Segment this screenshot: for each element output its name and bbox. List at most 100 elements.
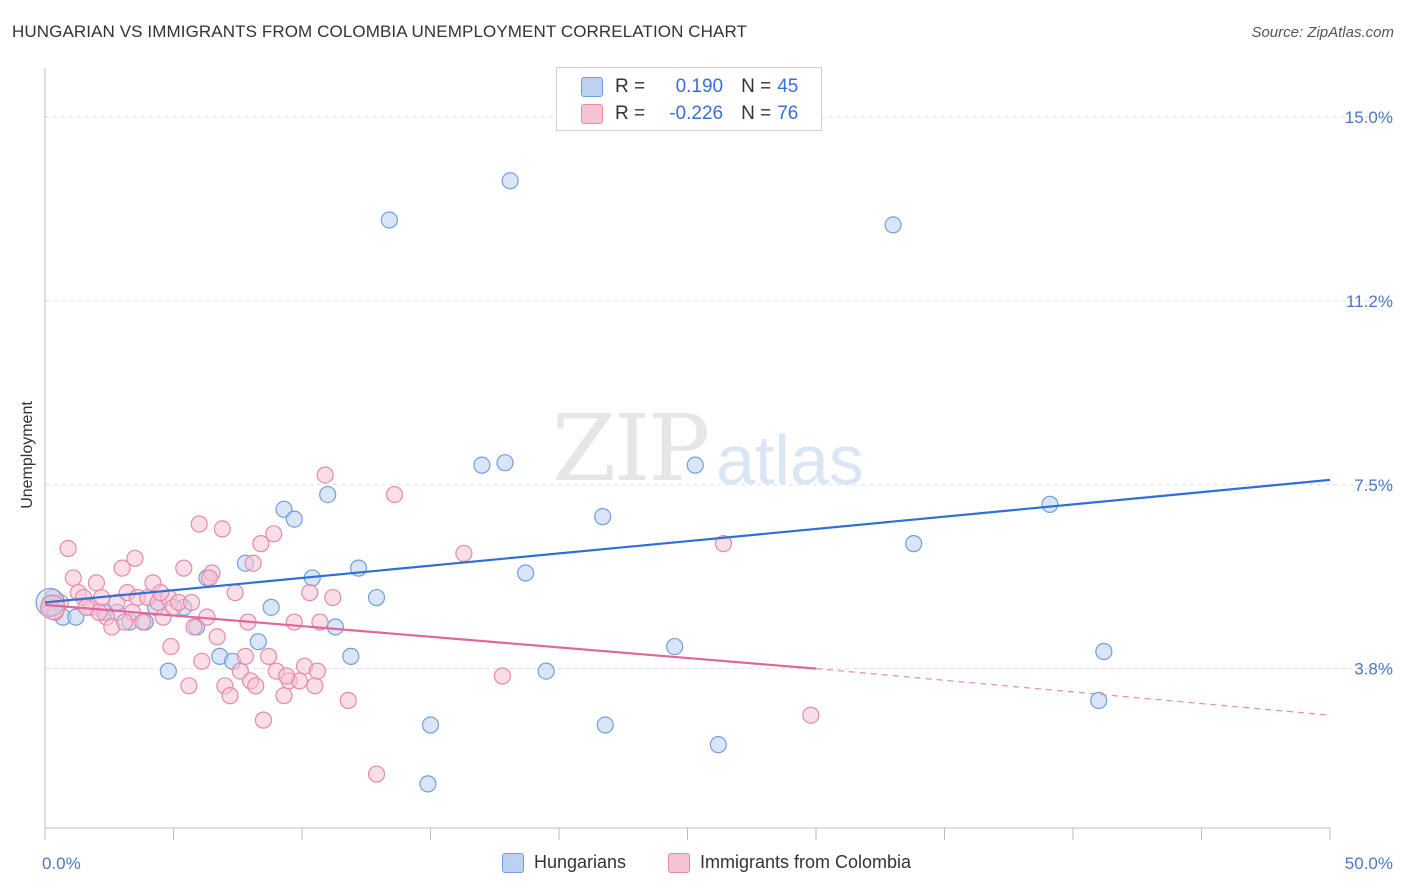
y-tick-label: 15.0% <box>1345 108 1393 127</box>
colombia-point <box>208 628 226 646</box>
colombia-point <box>221 687 239 705</box>
r-value: -0.226 <box>669 103 724 124</box>
colombia-point <box>493 667 512 685</box>
colombia-point <box>87 574 106 592</box>
colombia-point <box>324 588 342 607</box>
stats-legend: R = 0.190 N = 45 R = -0.226 N = 76 <box>556 67 822 131</box>
n-label: N = <box>741 76 772 97</box>
colombia-point <box>59 539 77 558</box>
y-tick-label: 7.5% <box>1354 476 1393 495</box>
legend-label-colombia: Immigrants from Colombia <box>700 852 912 872</box>
colombia-point <box>185 618 203 636</box>
colombia-point <box>126 549 144 567</box>
hungarians-point <box>319 485 337 504</box>
colombia-point <box>226 584 244 602</box>
colombia-point <box>306 677 324 695</box>
hungarians-point <box>686 456 704 474</box>
chart-source: Source: ZipAtlas.com <box>1251 24 1394 41</box>
hungarians-point <box>1090 691 1108 710</box>
hungarians-point <box>159 662 177 680</box>
hungarians-point <box>496 454 514 472</box>
colombia-point <box>277 667 296 685</box>
colombia-point <box>339 691 357 710</box>
hungarians-point <box>596 716 614 734</box>
hungarians-point <box>421 716 440 734</box>
hungarians-point <box>367 588 386 607</box>
hungarians-point <box>709 736 727 754</box>
hungarians-point <box>326 618 345 636</box>
colombia-point <box>213 520 231 538</box>
colombia-point <box>301 584 319 602</box>
colombia-trend-line <box>44 603 817 670</box>
legend-item-colombia: Immigrants from Colombia <box>668 852 911 873</box>
colombia-swatch-icon <box>581 104 603 124</box>
hungarians-point <box>666 637 684 656</box>
n-label: N = <box>741 103 772 124</box>
colombia-point <box>802 706 820 724</box>
n-value: 45 <box>777 76 799 97</box>
hungarians-point <box>419 775 437 793</box>
hungarians-point <box>884 216 902 234</box>
hungarians-legend-icon <box>502 852 524 873</box>
hungarians-point <box>905 535 923 553</box>
x-tick-label: 0.0% <box>42 854 81 873</box>
hungarians-point <box>594 508 612 526</box>
y-tick-label: 3.8% <box>1354 660 1393 679</box>
colombia-point <box>134 613 152 631</box>
colombia-point <box>455 544 473 563</box>
colombia-point <box>265 525 283 543</box>
colombia-point <box>254 711 273 729</box>
hungarians-point <box>380 211 398 229</box>
hungarians-point <box>249 633 267 651</box>
colombia-point <box>236 647 255 665</box>
colombia-point <box>385 485 404 504</box>
hungarians-point <box>262 598 280 616</box>
colombia-point <box>285 613 303 631</box>
colombia-point <box>190 515 208 533</box>
colombia-point <box>193 652 211 670</box>
hungarians-point <box>285 510 303 528</box>
colombia-point <box>200 569 219 587</box>
hungarians-point <box>537 662 555 680</box>
colombia-point <box>367 765 386 783</box>
r-value: 0.190 <box>675 76 724 97</box>
colombia-point <box>259 647 278 665</box>
legend-item-hungarians: Hungarians <box>502 852 626 873</box>
colombia-point <box>116 613 134 631</box>
stats-row-hungarians: R = 0.190 N = 45 <box>581 74 798 100</box>
colombia-point <box>308 662 327 680</box>
colombia-trend-extension <box>815 668 1331 716</box>
r-label: R = <box>615 103 646 124</box>
colombia-point <box>40 594 66 620</box>
hungarians-point <box>1095 642 1113 661</box>
colombia-point <box>275 687 293 705</box>
legend-label-hungarians: Hungarians <box>534 852 627 872</box>
colombia-point <box>311 613 329 631</box>
colombia-point <box>175 559 193 577</box>
colombia-legend-icon <box>668 852 690 873</box>
hungarians-trend-line <box>44 478 1331 604</box>
colombia-point <box>113 559 131 577</box>
colombia-point <box>182 593 201 612</box>
colombia-point <box>64 569 82 587</box>
hungarians-point <box>1041 495 1059 513</box>
hungarians-swatch-icon <box>581 77 603 97</box>
colombia-point <box>180 677 198 695</box>
r-label: R = <box>615 76 646 97</box>
colombia-point <box>714 535 733 553</box>
colombia-point <box>252 535 270 553</box>
colombia-point <box>162 637 180 656</box>
n-value: 76 <box>777 103 799 124</box>
stats-row-colombia: R = -0.226 N = 76 <box>581 101 798 127</box>
hungarians-point <box>473 456 491 474</box>
colombia-point <box>316 466 334 484</box>
colombia-point <box>244 554 262 572</box>
hungarians-point <box>501 172 519 190</box>
hungarians-point <box>516 564 535 582</box>
x-tick-label: 50.0% <box>1345 854 1393 873</box>
y-tick-label: 11.2% <box>1346 292 1393 311</box>
watermark-zip: ZIP <box>552 395 710 502</box>
watermark-atlas: atlas <box>716 421 864 499</box>
chart-title: HUNGARIAN VS IMMIGRANTS FROM COLOMBIA UN… <box>12 22 748 41</box>
